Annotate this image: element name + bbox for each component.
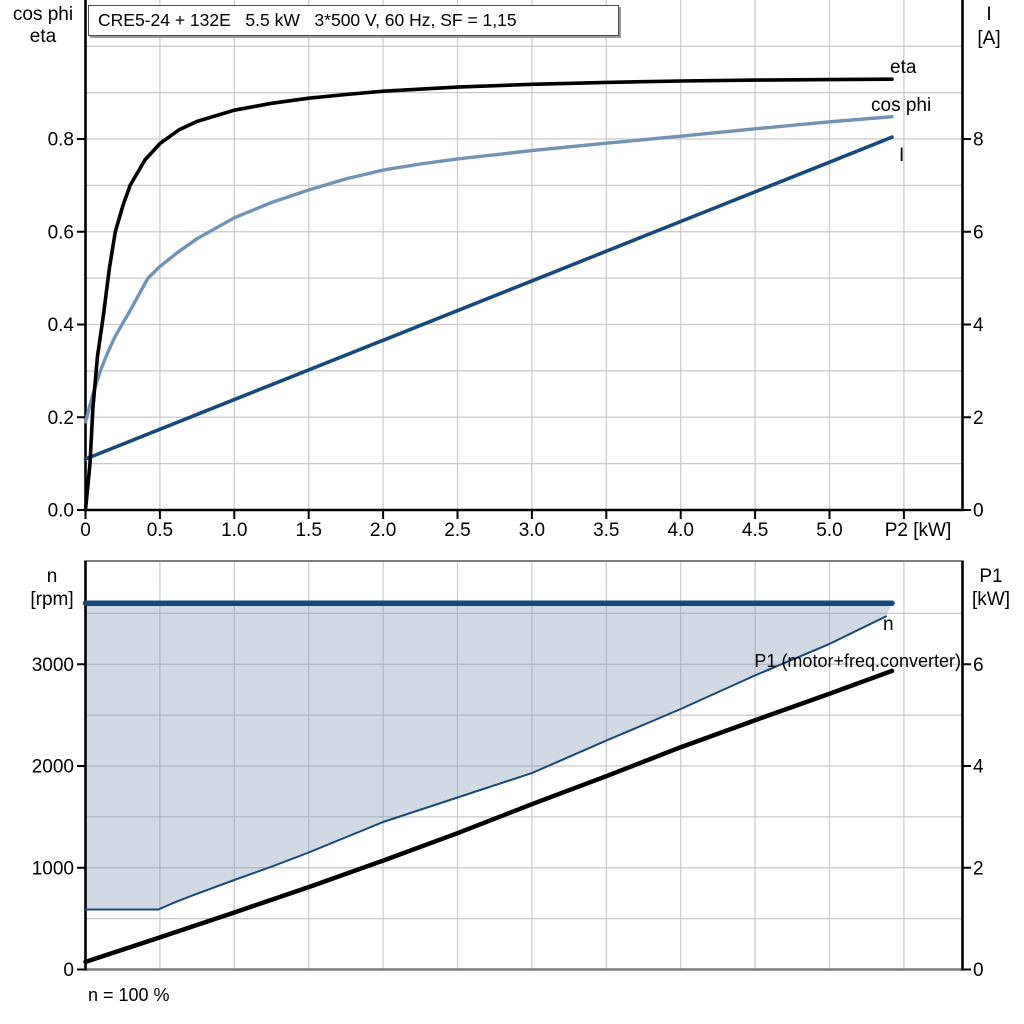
bottom-left-axis-label-line1: n xyxy=(47,566,58,587)
bottom-left-tick-label: 3000 xyxy=(32,655,74,676)
top-right-tick-label: 0 xyxy=(973,501,984,522)
current-curve-label: I xyxy=(899,145,904,166)
top-right-tick-label: 4 xyxy=(973,315,984,336)
I-curve xyxy=(83,135,894,461)
bottom-right-tick-label: 6 xyxy=(973,655,984,676)
top-x-tick-label: 0 xyxy=(80,520,91,541)
top-right-tick-label: 6 xyxy=(973,222,984,243)
top-x-axis-label: P2 [kW] xyxy=(885,520,952,541)
bottom-left-tick-label: 2000 xyxy=(32,757,74,778)
bottom-right-axis-label-line2: [kW] xyxy=(972,589,1010,610)
top-left-axis-label-line1: cos phi xyxy=(13,4,73,25)
cos-phi-curve xyxy=(83,114,894,424)
top-left-tick-label: 0.6 xyxy=(48,222,74,243)
top-x-tick-label: 4.5 xyxy=(742,520,768,541)
top-x-tick-label: 2.0 xyxy=(370,520,396,541)
speed-curve-label: n xyxy=(883,614,894,635)
chart-title: CRE5-24 + 132E 5.5 kW 3*500 V, 60 Hz, SF… xyxy=(98,10,517,30)
bottom-right-tick-label: 2 xyxy=(973,858,984,879)
top-x-tick-label: 3.5 xyxy=(593,520,619,541)
top-x-tick-label: 4.0 xyxy=(667,520,693,541)
P1-curve xyxy=(83,668,895,965)
eta-curve xyxy=(83,77,894,512)
top-x-tick-label: 1.5 xyxy=(295,520,321,541)
p1-curve-label: P1 (motor+freq.converter) xyxy=(754,651,961,671)
speed-footnote: n = 100 % xyxy=(88,985,170,1005)
top-x-tick-label: 3.0 xyxy=(519,520,545,541)
bottom-right-axis-label-line1: P1 xyxy=(979,566,1002,587)
bottom-right-tick-label: 4 xyxy=(973,757,984,778)
top-left-axis-label-line2: eta xyxy=(30,26,57,47)
chart-title-box: CRE5-24 + 132E 5.5 kW 3*500 V, 60 Hz, SF… xyxy=(88,5,619,36)
top-left-tick-label: 0.2 xyxy=(48,408,74,429)
cos-phi-curve-label: cos phi xyxy=(871,95,931,116)
top-left-tick-label: 0.8 xyxy=(48,130,74,151)
bottom-left-tick-label: 0 xyxy=(63,960,74,981)
top-left-tick-label: 0.0 xyxy=(48,501,74,522)
speed-operating-area xyxy=(85,603,892,910)
top-x-tick-label: 0.5 xyxy=(147,520,173,541)
n-curve xyxy=(84,615,887,911)
top-right-tick-label: 2 xyxy=(973,408,984,429)
top-x-tick-label: 2.5 xyxy=(444,520,470,541)
top-right-axis-label-line1: I xyxy=(986,4,991,25)
top-left-tick-label: 0.4 xyxy=(48,315,75,336)
top-right-tick-label: 8 xyxy=(973,130,984,151)
top-x-tick-label: 1.0 xyxy=(221,520,247,541)
bottom-left-axis-label-line2: [rpm] xyxy=(30,589,73,610)
bottom-right-tick-label: 0 xyxy=(973,960,984,981)
bottom-left-tick-label: 1000 xyxy=(32,858,74,879)
eta-curve-label: eta xyxy=(890,57,917,78)
top-x-tick-label: 5.0 xyxy=(816,520,842,541)
top-right-axis-label-line2: [A] xyxy=(977,28,1000,49)
